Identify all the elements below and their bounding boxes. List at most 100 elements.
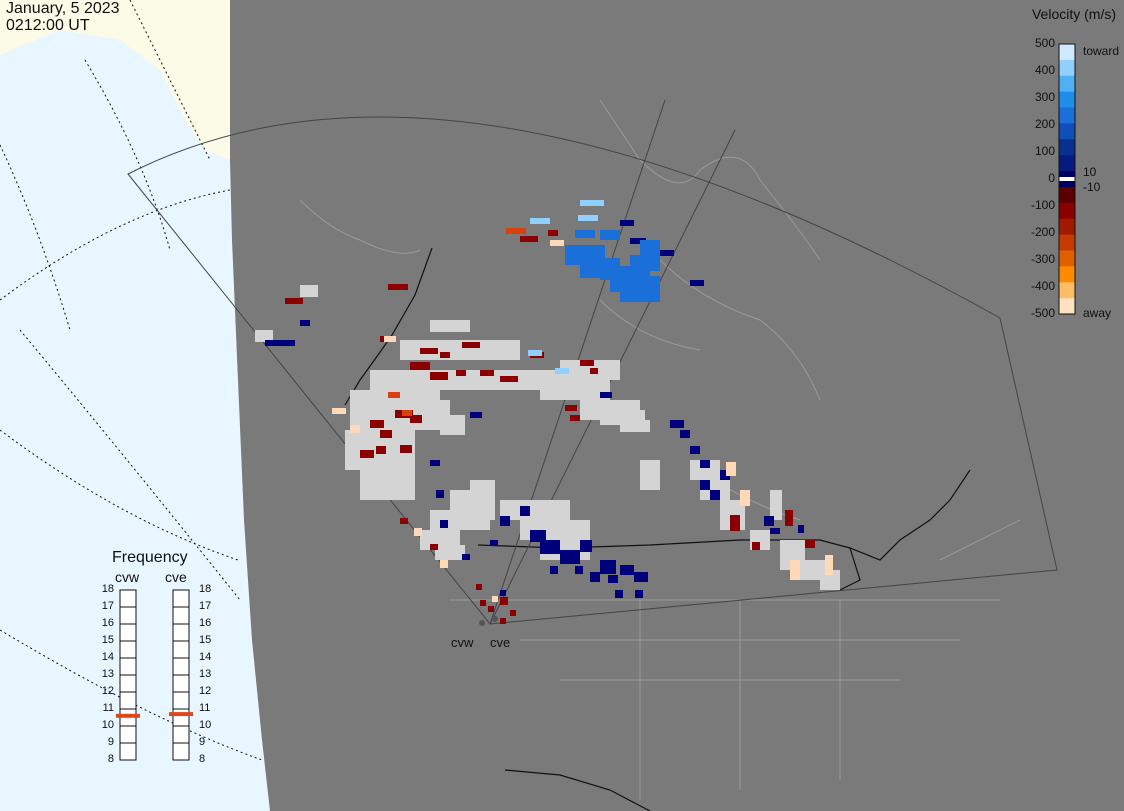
colorbar-frame xyxy=(1058,43,1076,315)
scatter-cell xyxy=(550,240,564,246)
colorbar-segment xyxy=(1059,155,1075,172)
scatter-cell xyxy=(500,618,506,624)
scatter-cell xyxy=(630,255,660,271)
scatter-cell xyxy=(785,510,793,526)
frequency-label-left: 10 xyxy=(101,719,114,731)
scatter-cell xyxy=(492,596,498,602)
frequency-cell xyxy=(119,623,137,642)
frequency-cell xyxy=(172,691,190,710)
frequency-label-left: 17 xyxy=(101,600,114,612)
scatter-cell xyxy=(500,597,508,605)
scatter-cell xyxy=(388,284,408,290)
frequency-cell xyxy=(172,640,190,659)
scatter-cell xyxy=(670,420,684,428)
frequency-cell xyxy=(119,674,137,693)
scatter-cell xyxy=(370,370,570,390)
frequency-label-right: 10 xyxy=(199,719,212,731)
scatter-cell xyxy=(752,542,760,550)
scatter-cell xyxy=(255,330,273,342)
scatter-cell xyxy=(790,560,800,580)
frequency-label-right: 9 xyxy=(199,736,206,748)
scatter-cell xyxy=(402,410,412,416)
scatter-cell xyxy=(430,320,470,332)
frequency-label-right: 12 xyxy=(199,685,212,697)
scatter-cell xyxy=(350,425,360,433)
scatter-cell xyxy=(600,230,620,240)
legend-tick-label: 400 xyxy=(1034,63,1055,77)
frequency-cell xyxy=(119,691,137,710)
scatter-cell xyxy=(285,298,303,304)
frequency-label-right: 15 xyxy=(199,634,212,646)
frequency-cell xyxy=(172,606,190,625)
scatter-cell xyxy=(430,460,440,466)
scatter-cell xyxy=(430,510,490,530)
scatter-cell xyxy=(370,420,384,428)
colorbar-segment xyxy=(1059,91,1075,109)
frequency-cell xyxy=(119,589,137,608)
frequency-cell xyxy=(172,725,190,744)
colorbar-segment xyxy=(1059,282,1075,299)
frequency-cell xyxy=(119,725,137,744)
colorbar-segment xyxy=(1059,186,1075,204)
scatter-cell xyxy=(730,515,740,531)
legend-tick-label: 200 xyxy=(1034,117,1055,131)
scatter-cell xyxy=(570,415,580,421)
colorbar-zero-band xyxy=(1059,177,1075,181)
scatter-cell xyxy=(462,554,470,560)
scatter-cell xyxy=(480,600,486,606)
scatter-cell xyxy=(565,405,577,411)
alaska-landmass xyxy=(0,0,230,160)
legend-tick-label: 500 xyxy=(1034,36,1055,50)
frequency-cell xyxy=(119,657,137,676)
scatter-cell xyxy=(530,530,546,542)
legend-tick-label: 100 xyxy=(1034,144,1055,158)
scatter-cell xyxy=(410,415,422,423)
scatter-cell xyxy=(726,462,736,476)
scatter-cell xyxy=(555,368,569,374)
scatter-cell xyxy=(575,230,595,238)
frequency-radar-cvw: cvw xyxy=(115,569,140,585)
date-label: January, 5 2023 xyxy=(6,0,120,17)
scatter-cell xyxy=(265,340,295,346)
frequency-cell xyxy=(172,623,190,642)
scatter-cell xyxy=(388,392,400,398)
scatter-cell xyxy=(528,350,542,356)
scatter-cell xyxy=(600,392,612,398)
scatter-cell xyxy=(435,545,465,560)
scatter-cell xyxy=(500,590,506,596)
scatter-cell xyxy=(530,218,550,224)
scatter-cell xyxy=(430,372,448,380)
scatter-cell xyxy=(710,490,720,500)
backscatter-cells xyxy=(255,200,840,624)
frequency-label-left: 16 xyxy=(101,617,114,629)
country-borders xyxy=(344,247,971,811)
scatter-cell xyxy=(825,555,833,575)
frequency-cell xyxy=(119,742,137,761)
frequency-cell xyxy=(172,657,190,676)
scatter-cell xyxy=(590,368,598,374)
frequency-label-left: 9 xyxy=(107,736,114,748)
frequency-label-left: 15 xyxy=(101,634,114,646)
scatter-cell xyxy=(420,348,438,354)
scatter-cell xyxy=(430,544,438,550)
scatter-cell xyxy=(690,446,700,454)
frequency-cell xyxy=(172,742,190,761)
frequency-marker-cve xyxy=(169,712,193,717)
time-label: 0212:00 UT xyxy=(6,17,90,34)
frequency-label-left: 13 xyxy=(101,668,114,680)
frequency-label-left: 8 xyxy=(107,753,114,765)
legend-end-label: away xyxy=(1083,306,1112,320)
legend-tick-label: -200 xyxy=(1030,225,1055,239)
legend-title: Velocity (m/s) xyxy=(1031,6,1116,22)
scatter-cell xyxy=(380,430,392,438)
colorbar-segment xyxy=(1059,266,1075,283)
scatter-cell xyxy=(360,470,415,500)
scatter-cell xyxy=(548,230,558,236)
frequency-panel xyxy=(116,589,193,761)
frequency-cell xyxy=(119,640,137,659)
scatter-cell xyxy=(500,376,518,382)
scatter-cell xyxy=(798,525,804,533)
scatter-cell xyxy=(456,370,466,376)
